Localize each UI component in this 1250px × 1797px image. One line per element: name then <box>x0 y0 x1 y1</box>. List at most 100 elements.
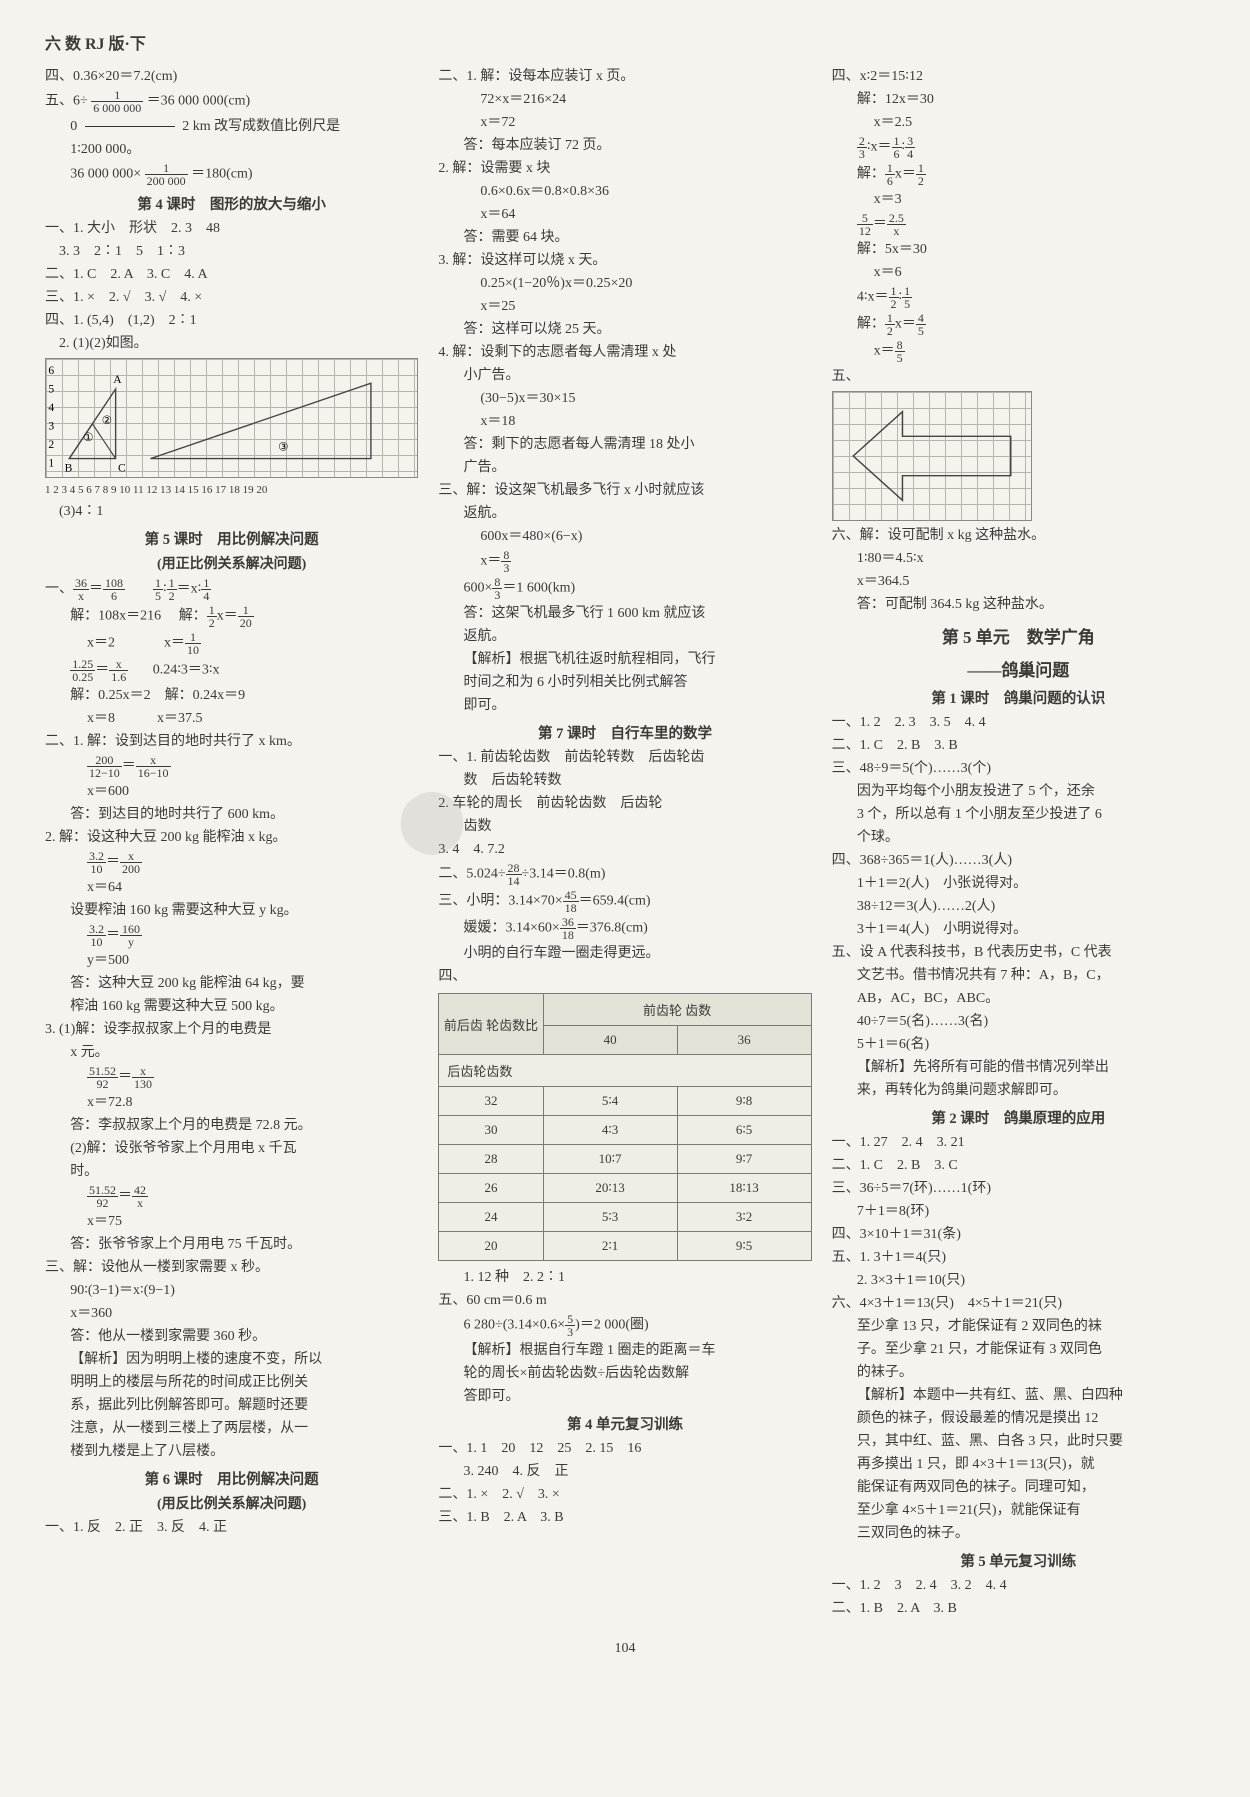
text-line: 38÷12＝3(人)……2(人) <box>832 896 1205 917</box>
text-line: x＝72.8 <box>45 1092 418 1113</box>
axis-labels: 1 2 3 4 5 6 7 8 9 10 11 12 13 14 15 16 1… <box>45 482 418 499</box>
text-line: 再多摸出 1 只，即 4×3＋1＝13(只)，就 <box>832 1454 1205 1475</box>
text-line: 来，再转化为鸽巢问题求解即可。 <box>832 1080 1205 1101</box>
text-line: 2. 解：设这种大豆 200 kg 能榨油 x kg。 <box>45 827 418 848</box>
text-line: 四、3×10＋1＝31(条) <box>832 1224 1205 1245</box>
equation-line: 3.210＝x200 <box>45 850 418 875</box>
text-line: 90∶(3−1)＝x∶(9−1) <box>45 1280 418 1301</box>
text-line: 2. 车轮的周长 前齿轮齿数 后齿轮 <box>438 793 811 814</box>
unit-title: 第 5 单元 数学广角 <box>832 623 1205 648</box>
text-line: 7＋1＝8(环) <box>832 1201 1205 1222</box>
text-line: 1. 12 种 2. 2∶1 <box>438 1267 811 1288</box>
text-line: 二、1. B 2. A 3. B <box>832 1598 1205 1619</box>
table-row: 245∶33∶2 <box>439 1203 811 1232</box>
text-line: (3)4∶1 <box>45 501 418 522</box>
section-subtitle: (用反比例关系解决问题) <box>45 1493 418 1513</box>
text-line: 3. 3 2∶1 5 1∶3 <box>45 241 418 262</box>
text-line: 一、1. 前齿轮齿数 前齿轮转数 后齿轮齿 <box>438 747 811 768</box>
text-line: 1∶200 000。 <box>45 139 418 160</box>
text-line: 至少拿 4×5＋1＝21(只)，就能保证有 <box>832 1500 1205 1521</box>
text-line: 一、1. 2 2. 3 3. 5 4. 4 <box>832 712 1205 733</box>
equation-line: 4∶x＝12∶15 <box>832 285 1205 310</box>
text-line: 能保证有两双同色的袜子。同理可知， <box>832 1477 1205 1498</box>
text-line: 三、36÷5＝7(环)……1(环) <box>832 1178 1205 1199</box>
text-line: 至少拿 13 只，才能保证有 2 双同色的袜 <box>832 1316 1205 1337</box>
svg-text:B: B <box>65 461 73 474</box>
text-line: 答：这种大豆 200 kg 能榨油 64 kg，要 <box>45 973 418 994</box>
text-line: 子。至少拿 21 只，才能保证有 3 双同色 <box>832 1339 1205 1360</box>
text-line: 三双同色的袜子。 <box>832 1523 1205 1544</box>
text-line: 答：这架飞机最多飞行 1 600 km 就应该 <box>438 603 811 624</box>
text-line: 三、48÷9＝5(个)……3(个) <box>832 758 1205 779</box>
text-line: 注意，从一楼到三楼上了两层楼，从一 <box>45 1418 418 1439</box>
text-line: 答：到达目的地时共行了 600 km。 <box>45 804 418 825</box>
text-line: 齿数 <box>438 816 811 837</box>
text-line: 四、1. (5,4) (1,2) 2∶1 <box>45 310 418 331</box>
svg-text:C: C <box>118 461 126 474</box>
text-line: 五、1. 3＋1＝4(只) <box>832 1247 1205 1268</box>
text-line: 四、x∶2＝15∶12 <box>832 66 1205 87</box>
table-row: 202∶19∶5 <box>439 1232 811 1261</box>
page-header: 六 数 RJ 版·下 <box>45 30 1205 54</box>
text-line: x＝6 <box>832 262 1205 283</box>
text-line: 三、1. × 2. √ 3. √ 4. × <box>45 287 418 308</box>
text-line: 答：李叔叔家上个月的电费是 72.8 元。 <box>45 1115 418 1136</box>
text-line: 的袜子。 <box>832 1362 1205 1383</box>
column-2: 二、1. 解：设每本应装订 x 页。 72×x＝216×24 x＝72 答：每本… <box>438 64 811 1621</box>
text-line: x＝75 <box>45 1211 418 1232</box>
text-line: 答：剩下的志愿者每人需清理 18 处小 <box>438 434 811 455</box>
text-line: (30−5)x＝30×15 <box>438 388 811 409</box>
svg-text:②: ② <box>102 414 112 427</box>
arrow-figure <box>832 391 1032 521</box>
text-line: x＝85 <box>832 339 1205 364</box>
text-line: 3. (1)解：设李叔叔家上个月的电费是 <box>45 1019 418 1040</box>
text-line: 个球。 <box>832 827 1205 848</box>
svg-text:A: A <box>113 373 122 386</box>
text-line: 答：这样可以烧 25 天。 <box>438 319 811 340</box>
table-row: 2620∶1318∶13 <box>439 1174 811 1203</box>
fraction: 16 000 000 <box>91 89 143 114</box>
text-line: 【解析】本题中一共有红、蓝、黑、白四种 <box>832 1385 1205 1406</box>
text-line: 3. 解：设这样可以烧 x 天。 <box>438 250 811 271</box>
text-line: 二、1. C 2. B 3. C <box>832 1155 1205 1176</box>
text-line: 二、1. C 2. B 3. B <box>832 735 1205 756</box>
text-line: 只，其中红、蓝、黑、白各 3 只，此时只要 <box>832 1431 1205 1452</box>
section-title: 第 6 课时 用比例解决问题 <box>45 1468 418 1489</box>
text-line: 【解析】先将所有可能的借书情况列举出 <box>832 1057 1205 1078</box>
text-line: 二、5.024÷2814÷3.14＝0.8(m) <box>438 862 811 887</box>
text-line: 2. (1)(2)如图。 <box>45 333 418 354</box>
text-line: 二、1. 解：设每本应装订 x 页。 <box>438 66 811 87</box>
text-line: x＝64 <box>45 877 418 898</box>
text-line: 3. 4 4. 7.2 <box>438 839 811 860</box>
text-line: 一、1. 大小 形状 2. 3 48 <box>45 218 418 239</box>
equation-line: 一、36x＝1086 15∶12＝x∶14 <box>45 577 418 602</box>
text-line: 设要榨油 160 kg 需要这种大豆 y kg。 <box>45 900 418 921</box>
section-title: 第 7 课时 自行车里的数学 <box>438 722 811 743</box>
text-line: 答：张爷爷家上个月用电 75 千瓦时。 <box>45 1234 418 1255</box>
text-line: 1∶80＝4.5∶x <box>832 548 1205 569</box>
svg-text:4: 4 <box>48 401 54 414</box>
text-line: x＝64 <box>438 204 811 225</box>
gear-ratio-table: 前后齿 轮齿数比 前齿轮 齿数 40 36 后齿轮齿数 325∶49∶8 304… <box>438 993 811 1261</box>
text-line: 0.25×(1−20％)x＝0.25×20 <box>438 273 811 294</box>
text-line: 600x＝480×(6−x) <box>438 526 811 547</box>
unit-subtitle: ——鸽巢问题 <box>832 656 1205 681</box>
text-line: 答：可配制 364.5 kg 这种盐水。 <box>832 594 1205 615</box>
section-title: 第 4 单元复习训练 <box>438 1413 811 1434</box>
text-line: 数 后齿轮转数 <box>438 770 811 791</box>
text-line: x＝8 x＝37.5 <box>45 708 418 729</box>
text-line: 【解析】因为明明上楼的速度不变，所以 <box>45 1349 418 1370</box>
text-line: y＝500 <box>45 950 418 971</box>
text-line: x＝360 <box>45 1303 418 1324</box>
text-line: 解：0.25x＝2 解：0.24x＝9 <box>45 685 418 706</box>
text-line: 2. 3×3＋1＝10(只) <box>832 1270 1205 1291</box>
section-title: 第 5 单元复习训练 <box>832 1550 1205 1571</box>
text-line: 时间之和为 6 小时列相关比例式解答 <box>438 672 811 693</box>
column-3: 四、x∶2＝15∶12 解：12x＝30 x＝2.5 23∶x＝16∶34 解：… <box>832 64 1205 1621</box>
grid-figure: 6 5 4 3 2 1 A B C ① ② ③ <box>45 358 418 478</box>
table-row: 325∶49∶8 <box>439 1087 811 1116</box>
equation-line: 51.5292＝42x <box>45 1184 418 1209</box>
text-line: 返航。 <box>438 626 811 647</box>
text-line: 解：16x＝12 <box>832 162 1205 187</box>
text-line: 答：他从一楼到家需要 360 秒。 <box>45 1326 418 1347</box>
